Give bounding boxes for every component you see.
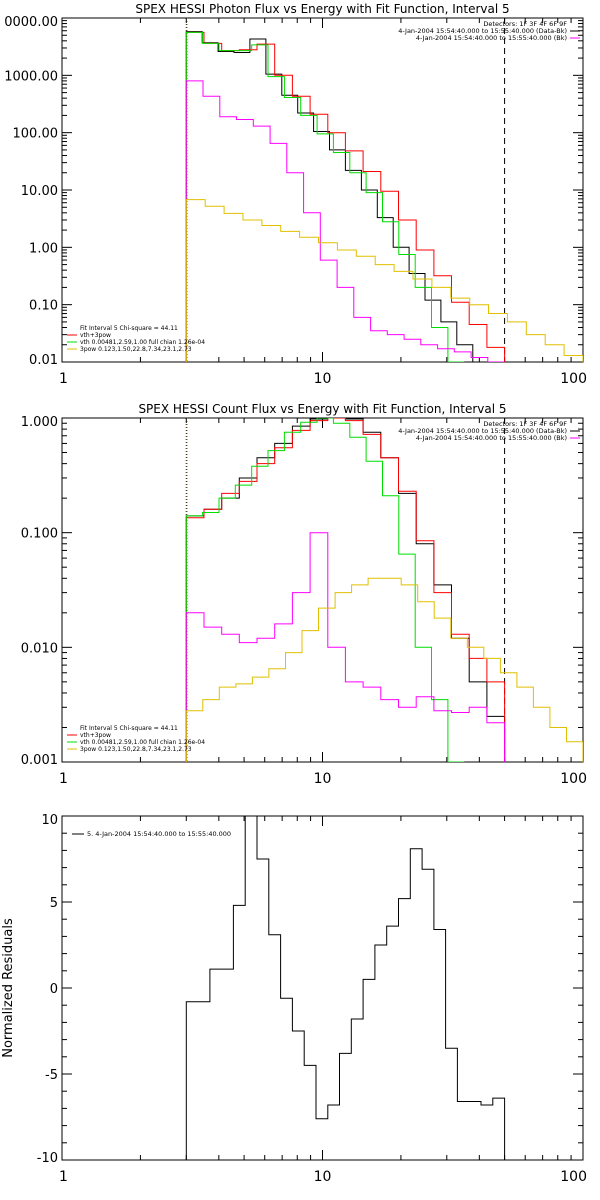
x-tick-label: 10 [314,1169,332,1185]
x-tick-label: 100 [560,771,587,787]
x-tick-label: 1 [59,371,68,387]
y-tick-label: -10 [37,1151,58,1166]
y-tick-label: 0.100 [21,527,58,542]
y-tick-label: 0.10 [29,299,58,314]
series-line-0 [185,31,505,362]
y-tick-label: 5 [50,896,58,911]
info-right-line: 4-Jan-2004 15:54:40.000 to 15:55:40.000 … [416,434,567,442]
series-line-0 [185,816,506,1160]
photon-flux-panel: SPEX HESSI Photon Flux vs Energy with Fi… [4,2,587,387]
chart-title: SPEX HESSI Photon Flux vs Energy with Fi… [135,2,509,16]
series-line-3 [185,80,505,362]
info-right-line: 4-Jan-2004 15:54:40.000 to 15:55:40.000 … [398,427,567,435]
y-tick-label: 0.01 [29,353,58,368]
x-tick-label: 10 [314,371,332,387]
y-tick-label: 1000.00 [4,69,58,84]
info-right-line: Detectors: 1F 3F 4F 6F 9F [483,420,567,428]
x-tick-label: 100 [560,371,587,387]
y-tick-label: 10.00 [21,184,58,199]
y-tick-label: 0 [50,982,58,997]
legend-entry: Fit Interval 5 Chi-square = 44.11 [80,325,178,332]
legend-entry: vth+3pow [80,732,111,739]
info-right-line: Detectors: 1F 3F 4F 6F 9F [483,20,567,28]
legend-entry: 3pow 0.123,1.50,22.8,7.34,23.1,2.73 [80,346,192,353]
series-line-2 [185,31,465,362]
x-tick-label: 10 [314,771,332,787]
y-tick-label: 10 [41,813,58,828]
y-tick-label: 0.001 [21,753,58,768]
y-tick-label: -5 [45,1068,58,1083]
series-line-1 [185,418,506,762]
x-tick-label: 1 [59,771,68,787]
legend-entry: vth 0.00481,2.59,1.00 full chian 1.26e-0… [80,739,205,746]
chart-title: SPEX HESSI Count Flux vs Energy with Fit… [138,402,506,416]
x-tick-label: 100 [560,1169,587,1185]
series-line-3 [185,532,506,762]
legend-entry: vth 0.00481,2.59,1.00 full chian 1.26e-0… [80,339,205,346]
legend-entry: vth+3pow [80,332,111,339]
residuals-panel: Normalized Residuals 1 10 100 -10 -5 0 5 10 5. 4-… [1,813,587,1185]
y-tick-label: 1.000 [21,415,58,430]
y-axis-label: Normalized Residuals [1,918,16,1058]
series-line-4 [185,577,583,762]
x-tick-label: 1 [59,1169,68,1185]
legend-entry: 3pow 0.123,1.50,22.8,7.34,23.1,2.73 [80,746,192,753]
y-tick-label: 0.010 [21,641,58,656]
info-right-line: 4-Jan-2004 15:54:40.000 to 15:55:40.000 … [398,27,567,35]
series-line-4 [185,199,583,362]
count-flux-panel: SPEX HESSI Count Flux vs Energy with Fit… [21,402,587,787]
legend-entry: Fit Interval 5 Chi-square = 44.11 [80,725,178,732]
y-tick-label: 100.00 [13,127,59,142]
y-tick-label: 0000.00 [4,15,58,30]
legend-entry: 5. 4-Jan-2004 15:54:40.000 to 15:55:40.0… [87,830,231,838]
y-tick-label: 1.00 [29,241,58,256]
info-right-line: 4-Jan-2004 15:54:40.000 to 15:55:40.000 … [416,34,567,42]
